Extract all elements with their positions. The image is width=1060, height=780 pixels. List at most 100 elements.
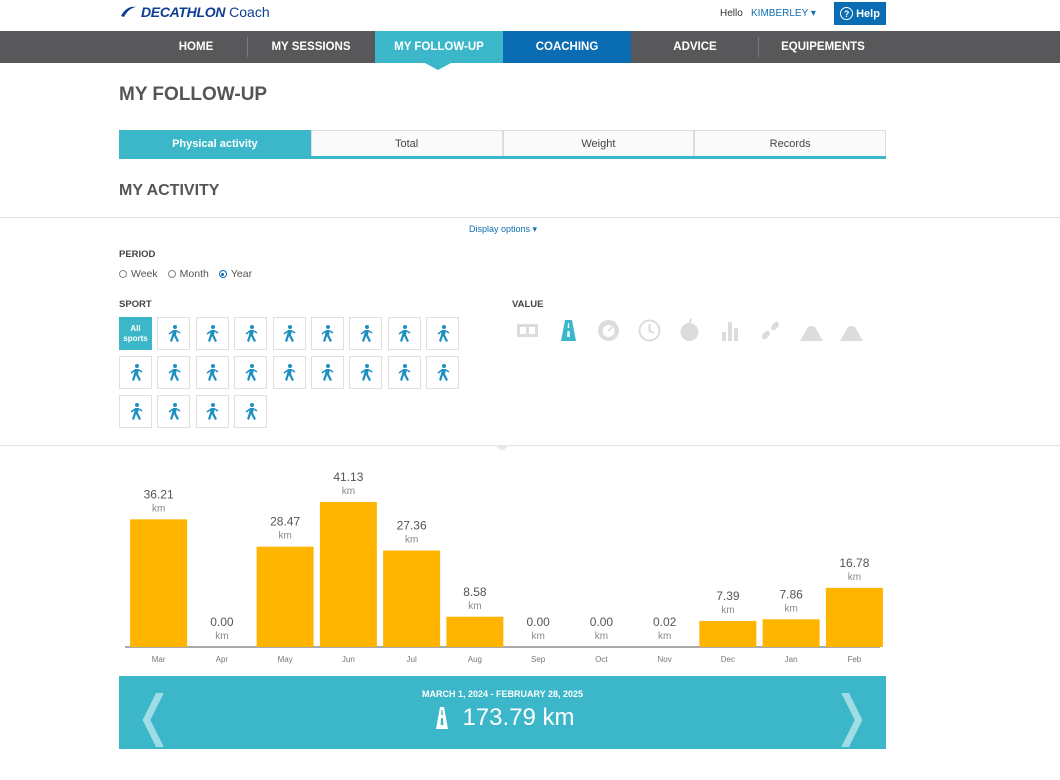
sport-run-button[interactable] xyxy=(157,356,191,389)
paragliding-icon xyxy=(206,324,219,342)
nav-equipements[interactable]: EQUIPEMENTS xyxy=(781,41,865,53)
active-nav-pointer xyxy=(425,63,451,70)
sport-road-bike-button[interactable] xyxy=(195,395,229,428)
bar-jun[interactable] xyxy=(319,502,377,647)
sport-tennis-button[interactable] xyxy=(387,356,421,389)
handball-icon xyxy=(360,363,373,381)
bar-dec[interactable] xyxy=(699,620,757,647)
value-selector xyxy=(515,318,864,343)
bar-jul[interactable] xyxy=(383,550,441,647)
wheelchair-icon xyxy=(437,324,450,342)
bar-unit-label: km xyxy=(152,503,165,514)
help-button[interactable]: ? Help xyxy=(834,2,886,25)
nav-coaching[interactable]: COACHING xyxy=(503,31,631,63)
bar-unit-label: km xyxy=(658,631,671,642)
bar-mar[interactable] xyxy=(130,519,188,647)
period-month[interactable]: Month xyxy=(167,268,209,280)
follow-up-tabs: Physical activity Total Weight Records xyxy=(119,130,886,159)
nav-advice[interactable]: ADVICE xyxy=(673,41,717,53)
sport-running-button[interactable] xyxy=(157,317,191,350)
tab-weight[interactable]: Weight xyxy=(502,130,695,156)
bar-value-label: 27.36 xyxy=(397,519,427,533)
sport-walking-button[interactable] xyxy=(310,317,344,350)
period-year-label: Year xyxy=(230,268,253,280)
sport-volleyball-button[interactable] xyxy=(234,317,268,350)
section-title: MY ACTIVITY xyxy=(119,182,220,199)
bar-value-label: 7.39 xyxy=(716,589,740,603)
bar-value-label: 41.13 xyxy=(333,470,363,484)
sport-treadmill-button[interactable] xyxy=(157,395,191,428)
value-clock-button[interactable] xyxy=(637,318,662,343)
value-elevation-down-button[interactable] xyxy=(839,318,864,343)
help-label: Help xyxy=(856,7,880,20)
period-year[interactable]: Year xyxy=(218,268,253,280)
hello-text: Hello xyxy=(720,8,743,19)
speed-icon xyxy=(598,320,619,341)
distance-icon xyxy=(560,320,576,341)
sport-bike-button[interactable] xyxy=(119,395,152,428)
sport-weightlifting-button[interactable] xyxy=(349,317,383,350)
bar-feb[interactable] xyxy=(825,587,883,647)
walk-icon xyxy=(130,363,142,381)
sport-gymnastics-button[interactable] xyxy=(387,317,421,350)
divider xyxy=(0,217,1060,218)
sport-dance-button[interactable] xyxy=(195,356,229,389)
cycling-icon xyxy=(437,363,450,381)
bar-aug[interactable] xyxy=(446,616,504,647)
user-menu[interactable]: KIMBERLEY ▾ xyxy=(751,8,816,19)
sport-handball-button[interactable] xyxy=(349,356,383,389)
divider xyxy=(0,445,1060,446)
bar-unit-label: km xyxy=(595,631,608,642)
sport-nordic-walk-button[interactable] xyxy=(234,395,268,428)
bar-value-label: 7.86 xyxy=(779,587,803,601)
radio-button[interactable] xyxy=(167,270,176,278)
radio-button[interactable] xyxy=(119,270,127,278)
logo-swoosh-icon xyxy=(121,6,136,17)
sport-skiing-button[interactable] xyxy=(310,356,344,389)
value-chart-button[interactable] xyxy=(718,318,743,343)
aerobics-icon xyxy=(283,363,296,381)
sport-hiking-button[interactable] xyxy=(272,317,306,350)
bar-value-label: 0.02 xyxy=(653,615,677,629)
nav-my-sessions[interactable]: MY SESSIONS xyxy=(271,41,351,53)
tab-total[interactable]: Total xyxy=(310,130,503,156)
value-elevation-up-button[interactable] xyxy=(799,318,824,343)
sport-cycling-button[interactable] xyxy=(426,356,460,389)
x-tick-label: Feb xyxy=(847,655,861,664)
nav-home[interactable]: HOME xyxy=(178,41,214,53)
previous-period-button[interactable]: ❬ xyxy=(131,684,177,747)
value-steps-button[interactable] xyxy=(758,318,783,343)
bar-unit-label: km xyxy=(721,605,734,616)
all-sports-button[interactable]: All sports xyxy=(119,317,152,350)
value-speed-button[interactable] xyxy=(596,318,621,343)
radio-button-selected[interactable] xyxy=(218,270,227,278)
value-distance-button[interactable] xyxy=(556,318,581,343)
tab-records[interactable]: Records xyxy=(694,130,886,156)
sport-wheelchair-button[interactable] xyxy=(426,317,460,350)
bar-may[interactable] xyxy=(256,546,314,647)
bar-unit-label: km xyxy=(531,631,544,642)
tennis-icon xyxy=(398,363,411,381)
brand-name: DECATHLON xyxy=(141,4,226,20)
nav-separator xyxy=(758,37,759,57)
bar-jan[interactable] xyxy=(762,619,820,647)
next-period-button[interactable]: ❭ xyxy=(828,684,874,747)
question-icon: ? xyxy=(840,7,854,20)
period-radio-group: Week Month Year xyxy=(119,268,252,280)
nordic-walk-icon xyxy=(245,402,258,420)
sport-climb-button[interactable] xyxy=(234,356,268,389)
value-calories-button[interactable] xyxy=(677,318,702,343)
nav-my-follow-up[interactable]: MY FOLLOW-UP xyxy=(375,31,503,63)
gymnastics-icon xyxy=(398,324,411,342)
x-tick-label: Jan xyxy=(785,655,798,664)
value-on-button[interactable] xyxy=(515,318,540,343)
tab-physical-activity[interactable]: Physical activity xyxy=(119,130,311,156)
period-week[interactable]: Week xyxy=(119,268,158,280)
sport-walk-button[interactable] xyxy=(119,356,152,389)
decathlon-logo[interactable]: DECATHLON Coach xyxy=(119,4,270,20)
sport-paragliding-button[interactable] xyxy=(195,317,229,350)
period-summary: ❬ MARCH 1, 2024 - FEBRUARY 28, 2025 173.… xyxy=(119,676,886,749)
display-options-toggle[interactable]: Display options ▾ xyxy=(469,224,538,234)
x-tick-label: Jun xyxy=(342,655,355,664)
sport-aerobics-button[interactable] xyxy=(272,356,306,389)
